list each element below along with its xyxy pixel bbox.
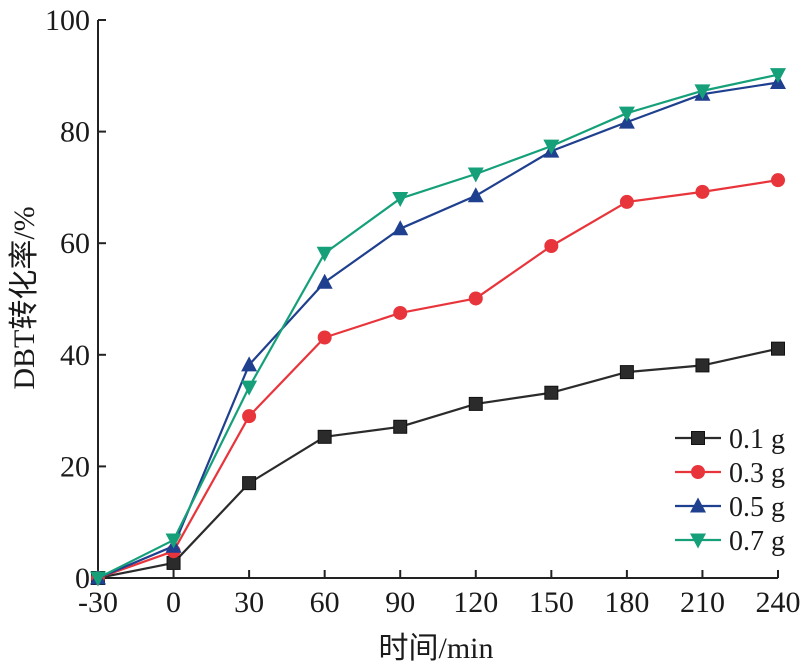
data-point [544, 385, 559, 400]
data-point [467, 187, 484, 203]
y-tick-label: 60 [60, 227, 90, 260]
legend-label: 0.3 g [729, 458, 785, 489]
data-point [241, 380, 258, 396]
data-point [771, 173, 785, 188]
data-point [695, 358, 710, 373]
x-axis-title: 时间/min [378, 632, 493, 665]
data-point [468, 291, 483, 306]
data-point [393, 419, 408, 434]
legend-swatch-marker [691, 465, 705, 479]
data-point [242, 476, 257, 491]
legend-item: 0.7 g [675, 526, 785, 557]
series-layer [90, 68, 786, 587]
y-tick-label: 20 [60, 450, 90, 483]
data-point [392, 220, 409, 236]
series-line [97, 81, 779, 580]
data-point [771, 341, 785, 356]
data-point [317, 330, 332, 345]
data-point [166, 555, 181, 570]
data-point [543, 139, 560, 155]
series-1 [91, 341, 785, 585]
x-tick-label: 60 [310, 586, 340, 619]
legend-label: 0.5 g [729, 492, 785, 523]
y-axis-title: DBT转化率/% [8, 206, 41, 389]
series-line [97, 347, 779, 580]
data-point [544, 238, 559, 253]
data-point [619, 365, 634, 380]
data-point [770, 68, 786, 84]
data-point [619, 194, 634, 209]
series-line [97, 73, 779, 579]
data-point [695, 184, 710, 199]
legend-label: 0.1 g [729, 424, 785, 455]
legend-swatch-marker [691, 431, 705, 445]
data-point [468, 396, 483, 411]
data-point [316, 246, 333, 262]
legend-item: 0.1 g [675, 424, 785, 455]
y-tick-label: 80 [60, 116, 90, 149]
series-3 [90, 73, 786, 585]
series-4 [90, 68, 786, 587]
legend-label: 0.7 g [729, 526, 785, 557]
y-tick-label: 0 [75, 562, 90, 595]
data-point [90, 571, 106, 587]
data-point [242, 409, 257, 424]
legend-swatch-marker [690, 533, 706, 549]
series-line [97, 179, 779, 580]
x-tick-label: 30 [234, 586, 264, 619]
legend-item: 0.3 g [675, 458, 785, 489]
legend: 0.1 g0.3 g0.5 g0.7 g [675, 424, 785, 557]
data-point [467, 167, 484, 183]
data-point [393, 305, 408, 320]
data-point [317, 429, 332, 444]
series-2 [91, 173, 785, 585]
data-point [316, 273, 333, 289]
x-tick-label: 120 [453, 586, 498, 619]
y-tick-label: 100 [45, 4, 90, 37]
y-tick-label: 40 [60, 339, 90, 372]
data-point [694, 84, 711, 100]
x-tick-label: 180 [604, 586, 649, 619]
x-tick-label: -30 [78, 586, 118, 619]
data-point [165, 533, 182, 549]
legend-item: 0.5 g [675, 492, 785, 523]
x-tick-label: 0 [166, 586, 181, 619]
x-tick-label: 240 [756, 586, 800, 619]
data-point [392, 192, 409, 208]
legend-swatch-marker [690, 497, 706, 513]
data-point [618, 106, 635, 122]
x-tick-label: 150 [529, 586, 574, 619]
data-point [241, 356, 258, 372]
x-tick-label: 90 [385, 586, 415, 619]
x-tick-label: 210 [680, 586, 725, 619]
